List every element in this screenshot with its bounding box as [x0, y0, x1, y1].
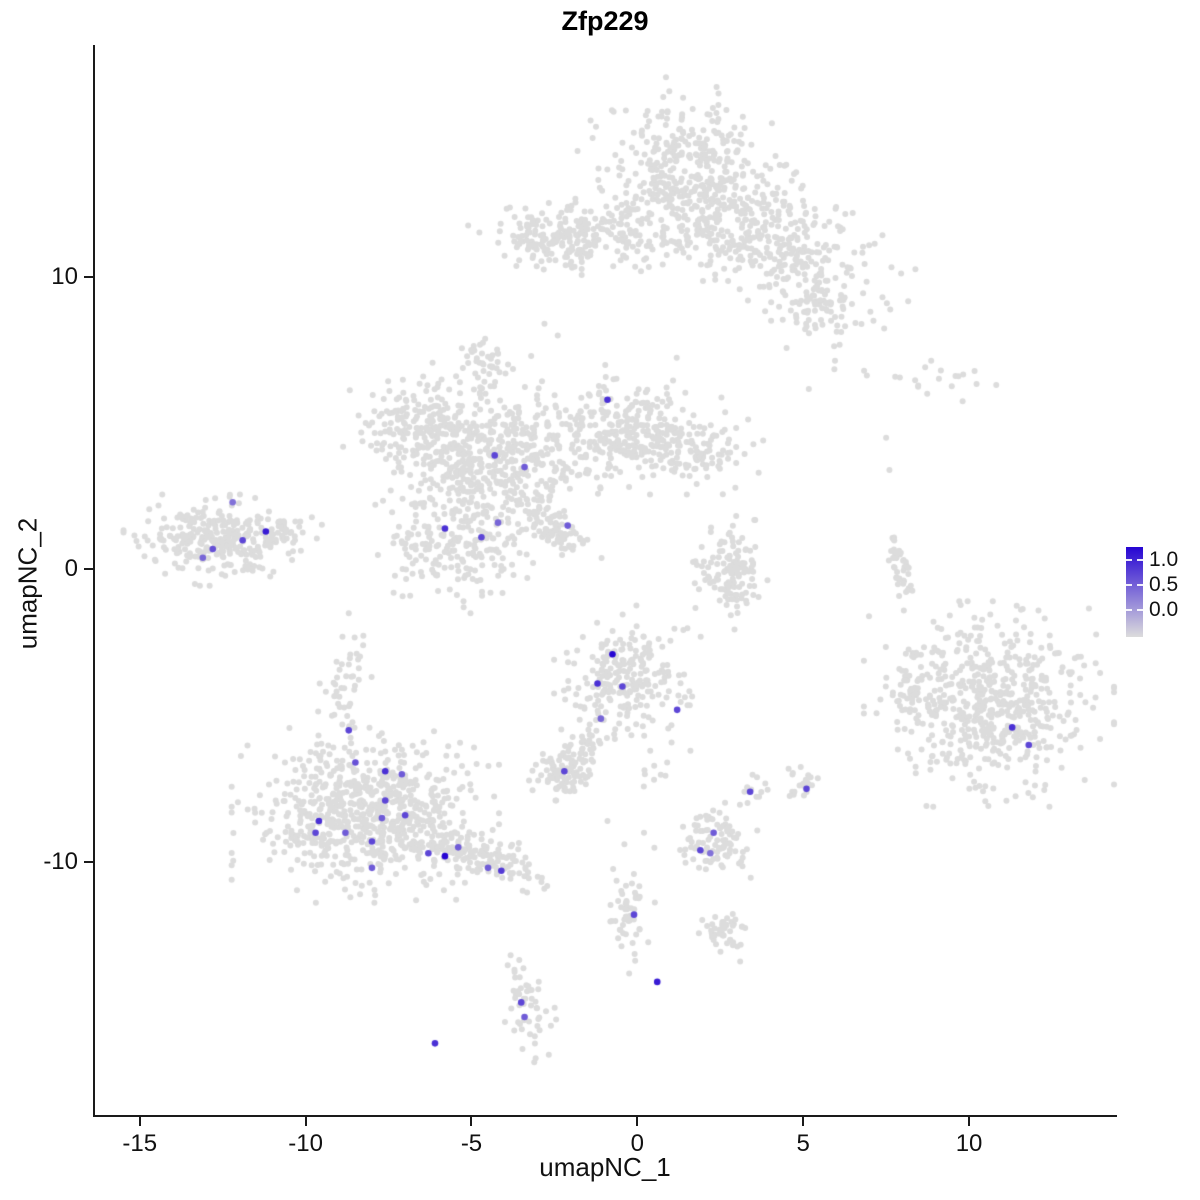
x-tick-label: -15 [122, 1130, 158, 1157]
expression-color-legend: 1.0 0.5 0.0 [1120, 540, 1200, 650]
x-tick-label: 10 [955, 1130, 983, 1157]
legend-tick-mark [1126, 584, 1132, 586]
legend-tick-mark [1137, 559, 1143, 561]
y-tick-label: -10 [43, 847, 78, 875]
legend-tick-mark [1126, 559, 1132, 561]
y-tick [84, 860, 93, 863]
y-axis-line [93, 45, 95, 1117]
legend-tick-mark [1137, 609, 1143, 611]
legend-tick-label: 0.5 [1149, 573, 1179, 596]
y-tick-label: 10 [51, 262, 78, 290]
legend-tick-label: 0.0 [1149, 598, 1179, 621]
x-tick [138, 1117, 141, 1126]
y-tick [84, 275, 93, 278]
x-tick [304, 1117, 307, 1126]
x-tick-label: 5 [796, 1130, 810, 1157]
x-tick [968, 1117, 971, 1126]
legend-tick-label: 1.0 [1149, 548, 1179, 571]
x-tick [636, 1117, 639, 1126]
x-tick-label: -10 [288, 1130, 323, 1157]
x-axis-title: umapNC_1 [539, 1152, 671, 1182]
legend-tick-mark [1137, 584, 1143, 586]
x-tick-label: -5 [460, 1130, 483, 1157]
y-tick [84, 568, 93, 571]
x-tick-label: 0 [630, 1130, 644, 1157]
y-axis-title: umapNC_2 [12, 517, 43, 650]
legend-tick-mark [1126, 609, 1132, 611]
legend-gradient-bar [1126, 547, 1143, 637]
x-tick [802, 1117, 805, 1126]
y-tick-label: 0 [64, 555, 78, 583]
x-tick [470, 1117, 473, 1126]
x-axis-line [93, 1115, 1117, 1117]
